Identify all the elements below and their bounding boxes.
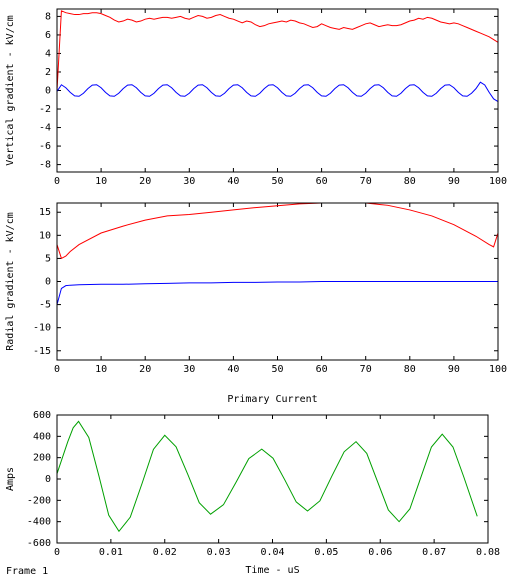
x-tick-label: 100	[489, 176, 507, 187]
y-tick-label: -15	[33, 346, 51, 357]
y-tick-label: 6	[45, 30, 51, 41]
plot-frame	[56, 202, 499, 361]
x-tick-label: 0	[54, 547, 60, 558]
x-tick-label: 40	[227, 364, 239, 375]
x-tick-label: 20	[139, 364, 151, 375]
y-tick-label: 200	[33, 453, 51, 464]
x-tick-label: 50	[271, 176, 283, 187]
x-tick-label: 60	[316, 364, 328, 375]
chart: Primary Current Time - uS Amps -600 -400 -200…	[5, 394, 500, 576]
x-tick-label: 80	[404, 176, 416, 187]
x-tick-label: 90	[448, 364, 460, 375]
x-tick-label: 70	[360, 176, 372, 187]
x-tick-label: 0.01	[99, 547, 123, 558]
frame-label: Frame 1	[6, 566, 48, 577]
x-tick-label: 70	[360, 364, 372, 375]
y-tick-label: -4	[39, 123, 51, 134]
y-tick-label: -2	[39, 104, 51, 115]
y-tick-label: 5	[45, 253, 51, 264]
x-tick-label: 0.08	[476, 547, 500, 558]
y-axis-label: Vertical gradient - kV/cm	[5, 15, 16, 166]
x-tick-label: 50	[271, 364, 283, 375]
y-tick-label: -6	[39, 141, 51, 152]
y-tick-label: -10	[33, 323, 51, 334]
x-tick-label: 40	[227, 176, 239, 187]
y-tick-label: 4	[45, 48, 51, 59]
chart: Radial gradient - kV/cm -15 -10 -5 0 5 10 15 0 10…	[5, 202, 507, 375]
series-line	[57, 281, 498, 305]
x-tick-label: 0.05	[314, 547, 338, 558]
x-tick-label: 10	[95, 176, 107, 187]
y-tick-label: 15	[39, 207, 51, 218]
y-tick-label: 2	[45, 67, 51, 78]
plot-frame	[56, 414, 489, 544]
x-tick-label: 90	[448, 176, 460, 187]
x-tick-label: 60	[316, 176, 328, 187]
y-axis-label: Amps	[5, 467, 16, 491]
y-tick-label: -400	[27, 517, 51, 528]
x-tick-label: 0.06	[368, 547, 392, 558]
series-line	[57, 420, 478, 533]
y-tick-label: 10	[39, 230, 51, 241]
series-line	[57, 203, 498, 260]
x-tick-label: 30	[183, 364, 195, 375]
series-line	[57, 10, 498, 91]
y-tick-label: -5	[39, 300, 51, 311]
y-axis-label: Radial gradient - kV/cm	[5, 212, 16, 350]
x-tick-label: 0.02	[153, 547, 177, 558]
x-tick-label: 0	[54, 176, 60, 187]
x-tick-label: 20	[139, 176, 151, 187]
y-tick-label: 600	[33, 410, 51, 421]
plot-frame	[56, 8, 499, 173]
y-tick-label: 8	[45, 11, 51, 22]
y-tick-label: 0	[45, 474, 51, 485]
series-line	[57, 81, 498, 103]
y-tick-label: 0	[45, 86, 51, 97]
x-tick-label: 0.03	[207, 547, 231, 558]
x-tick-label: 100	[489, 364, 507, 375]
y-tick-label: 0	[45, 277, 51, 288]
chart-title: Primary Current	[227, 394, 317, 405]
x-tick-label: 0	[54, 364, 60, 375]
y-tick-label: -200	[27, 495, 51, 506]
x-axis-label: Time - uS	[245, 565, 299, 576]
x-tick-label: 80	[404, 364, 416, 375]
x-tick-label: 30	[183, 176, 195, 187]
y-tick-label: 400	[33, 431, 51, 442]
x-tick-label: 10	[95, 364, 107, 375]
x-tick-label: 0.04	[260, 547, 284, 558]
x-tick-label: 0.07	[422, 547, 446, 558]
y-tick-label: -8	[39, 160, 51, 171]
y-tick-label: -600	[27, 538, 51, 549]
